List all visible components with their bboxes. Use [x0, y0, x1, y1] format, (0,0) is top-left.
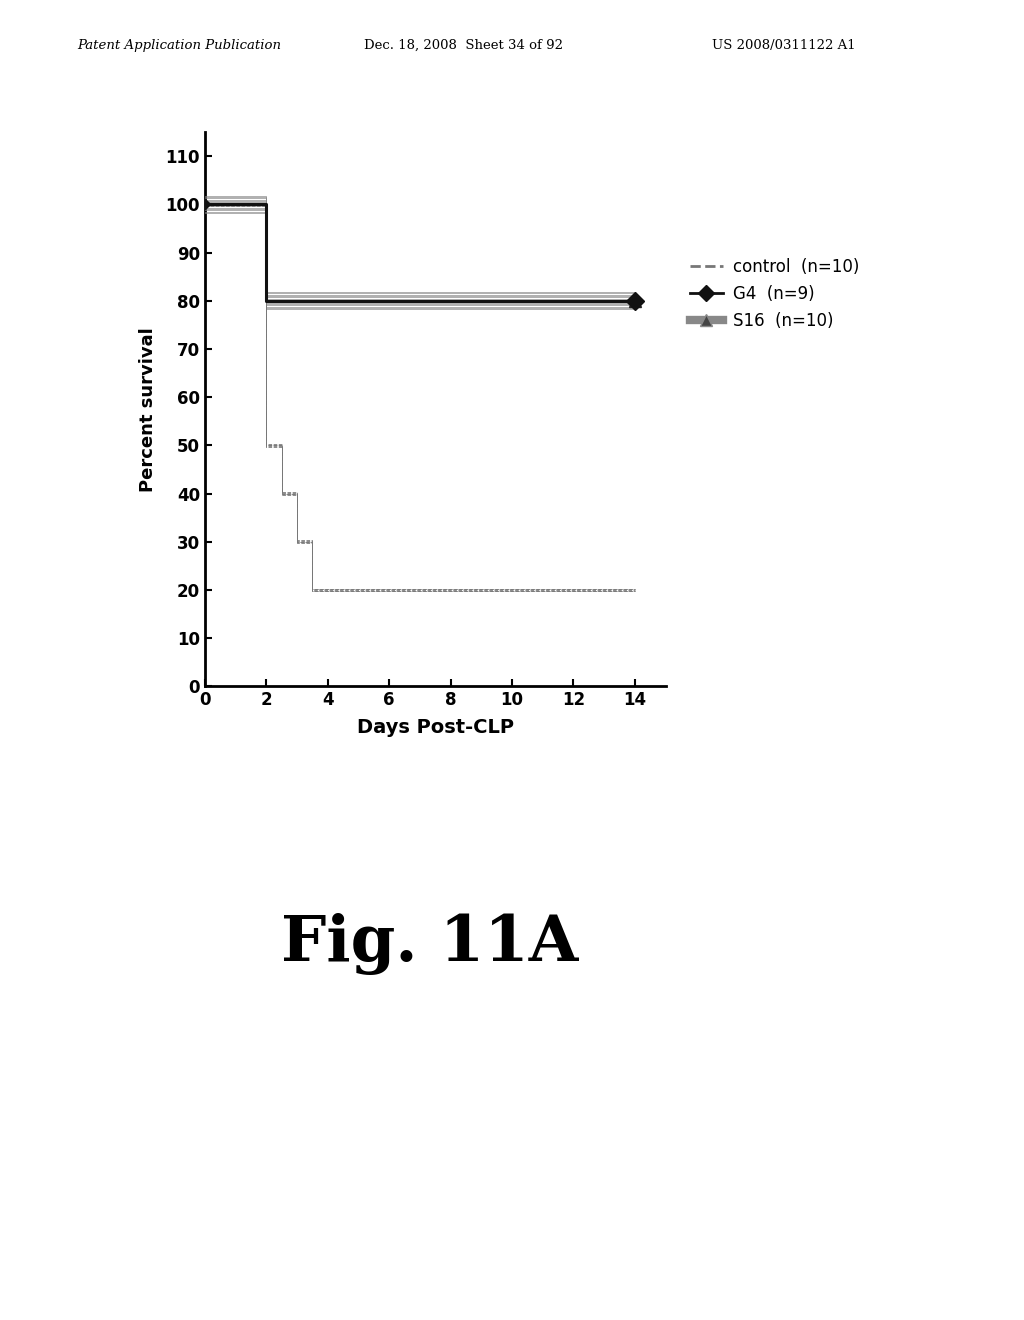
Text: US 2008/0311122 A1: US 2008/0311122 A1 — [712, 38, 855, 51]
Legend: control  (n=10), G4  (n=9), S16  (n=10): control (n=10), G4 (n=9), S16 (n=10) — [683, 251, 866, 337]
Text: Dec. 18, 2008  Sheet 34 of 92: Dec. 18, 2008 Sheet 34 of 92 — [364, 38, 562, 51]
X-axis label: Days Post-CLP: Days Post-CLP — [356, 718, 514, 737]
Y-axis label: Percent survival: Percent survival — [139, 327, 157, 491]
Text: Fig. 11A: Fig. 11A — [282, 913, 579, 974]
Text: Patent Application Publication: Patent Application Publication — [77, 38, 281, 51]
